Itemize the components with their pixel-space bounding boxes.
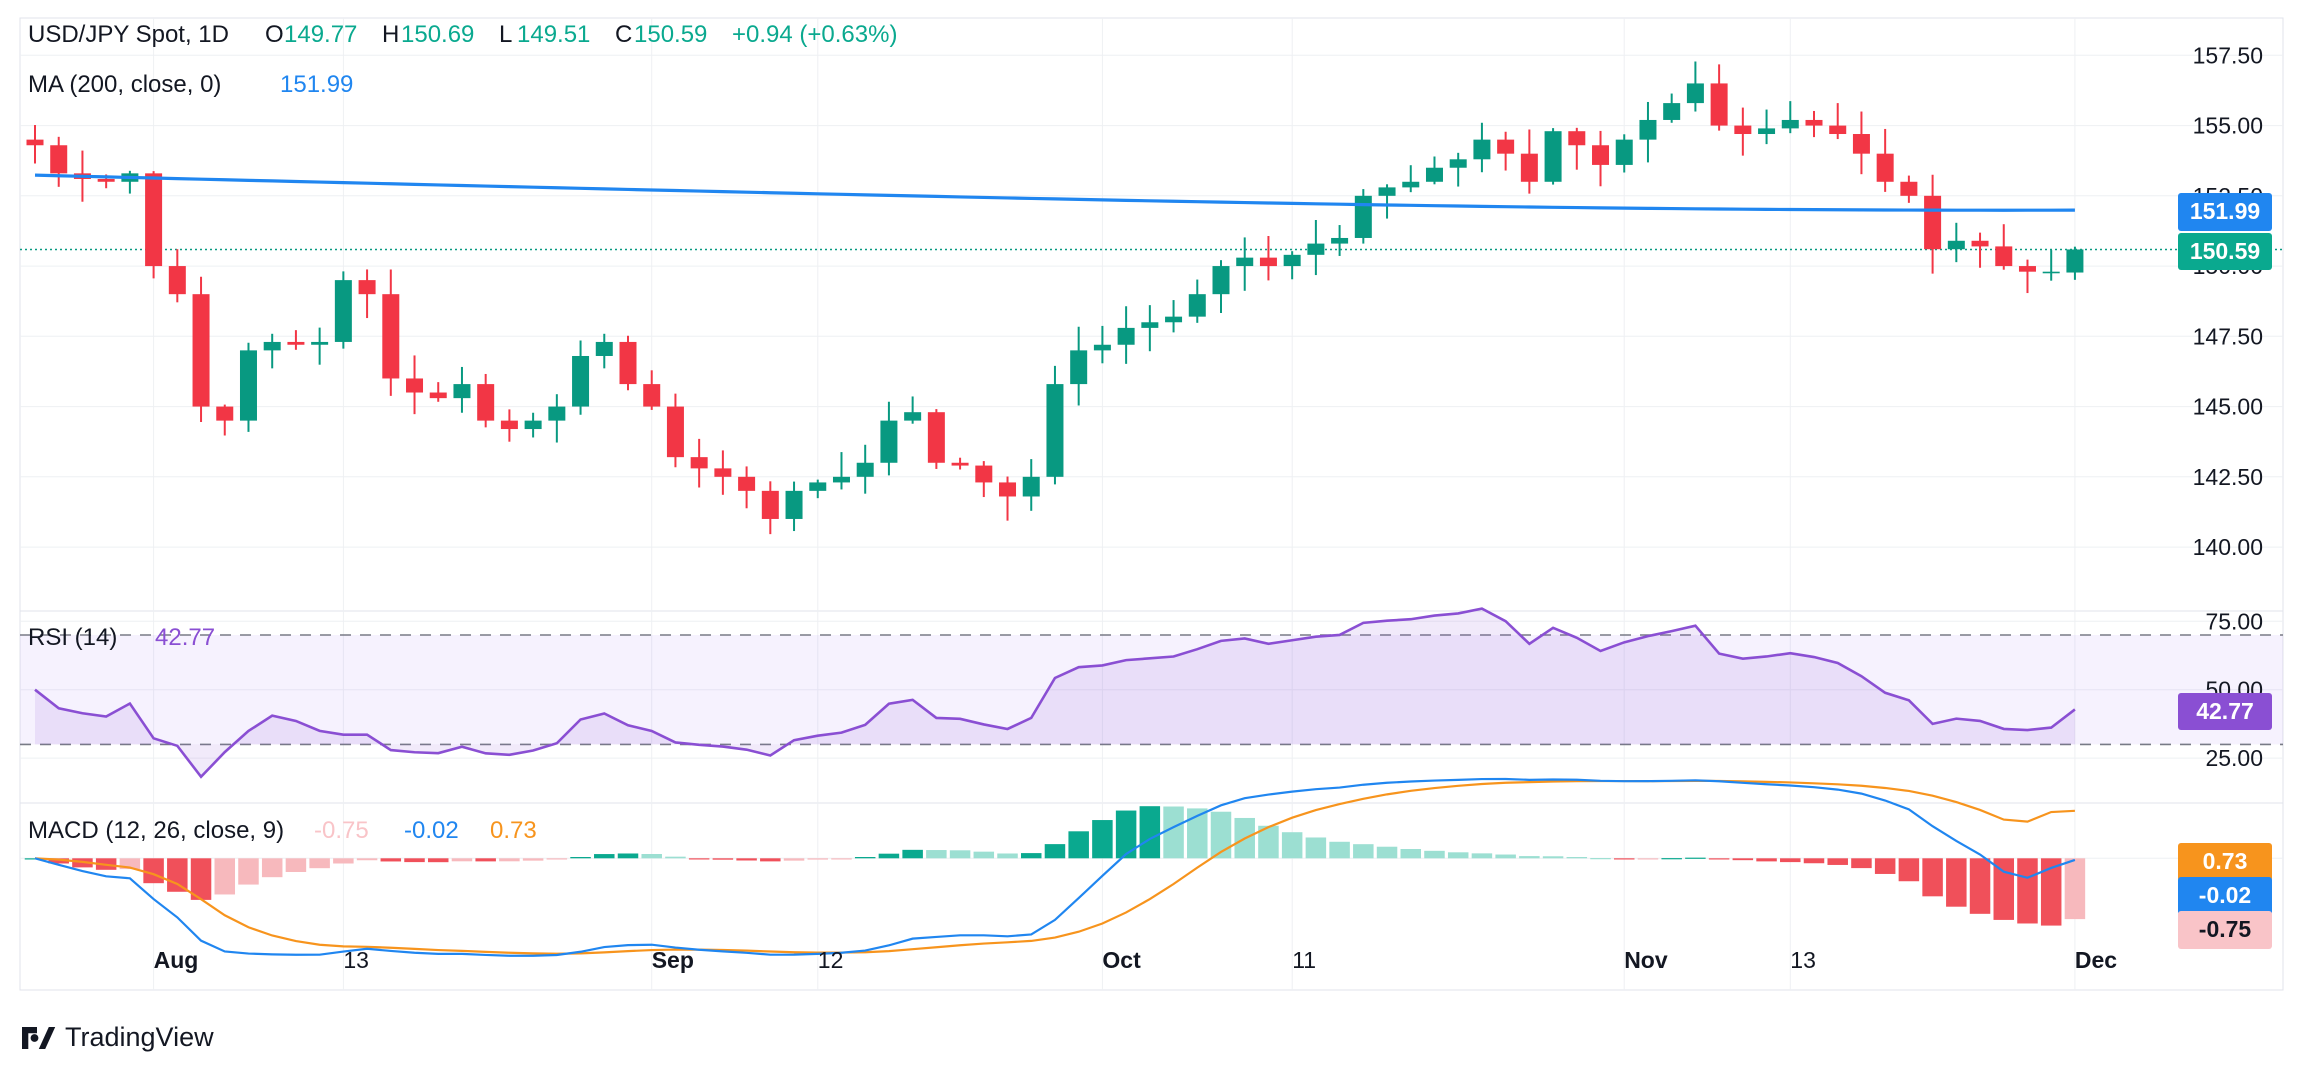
svg-text:150.69: 150.69	[401, 21, 474, 48]
svg-text:MA (200, close, 0): MA (200, close, 0)	[28, 71, 221, 98]
svg-text:149.51: 149.51	[517, 21, 590, 48]
svg-text:USD/JPY Spot, 1D: USD/JPY Spot, 1D	[28, 21, 229, 48]
svg-text:0.73: 0.73	[490, 817, 537, 844]
svg-text:C: C	[615, 21, 632, 48]
svg-text:150.59: 150.59	[634, 21, 707, 48]
svg-text:MACD (12, 26, close, 9): MACD (12, 26, close, 9)	[28, 817, 284, 844]
svg-text:149.77: 149.77	[284, 21, 357, 48]
svg-text:+0.94 (+0.63%): +0.94 (+0.63%)	[732, 21, 897, 48]
svg-text:H: H	[382, 21, 399, 48]
svg-text:-0.75: -0.75	[314, 817, 369, 844]
svg-text:151.99: 151.99	[280, 71, 353, 98]
svg-text:RSI (14): RSI (14)	[28, 624, 117, 651]
svg-text:-0.02: -0.02	[404, 817, 459, 844]
svg-text:42.77: 42.77	[155, 624, 215, 651]
svg-text:O: O	[265, 21, 284, 48]
svg-text:L: L	[499, 21, 512, 48]
